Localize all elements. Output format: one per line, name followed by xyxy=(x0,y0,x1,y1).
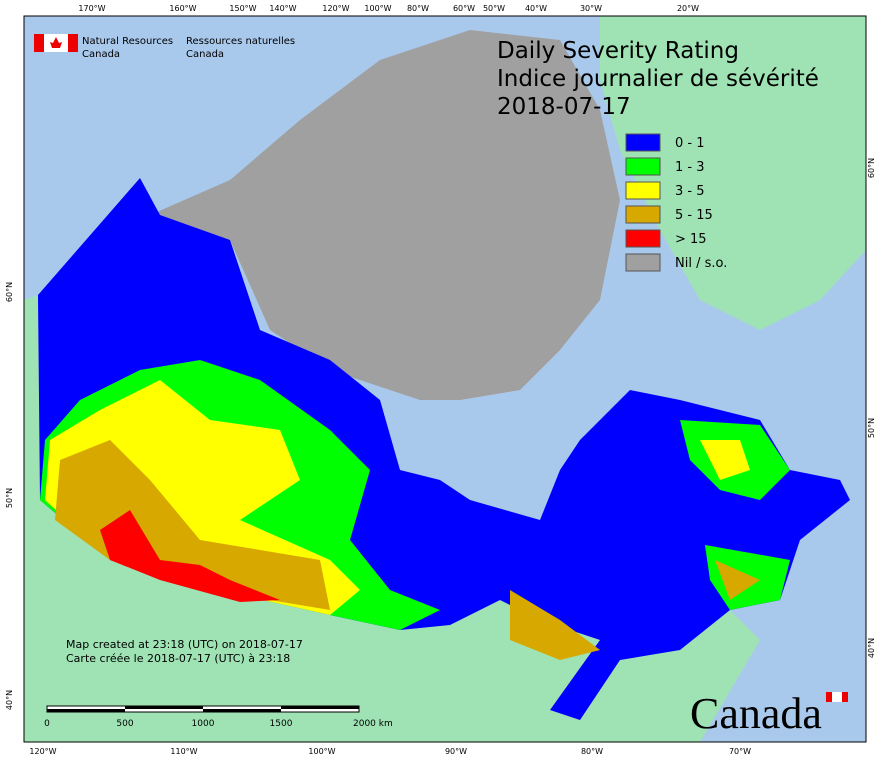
legend-label: 5 - 15 xyxy=(675,208,713,223)
graticule-label: 140°W xyxy=(269,4,296,13)
graticule-label: 50°N xyxy=(5,488,14,508)
map-note: Carte créée le 2018-07-17 (UTC) à 23:18 xyxy=(66,652,290,665)
graticule-label: 50°N xyxy=(867,418,876,438)
agency-name: Canada xyxy=(82,49,120,60)
graticule-label: 120°W xyxy=(322,4,349,13)
scale-bar xyxy=(46,705,360,713)
graticule-label: 110°W xyxy=(170,747,197,756)
scale-label: 1500 xyxy=(270,719,293,729)
greenland xyxy=(600,16,866,330)
legend-swatch xyxy=(625,133,661,152)
legend-swatch xyxy=(625,205,661,224)
graticule-label: 60°N xyxy=(5,282,14,302)
legend-swatch xyxy=(625,181,661,200)
legend-label: Nil / s.o. xyxy=(675,256,727,271)
wordmark-flag-part xyxy=(832,692,842,702)
graticule-label: 80°W xyxy=(407,4,429,13)
scale-label: 0 xyxy=(44,719,50,729)
arctic-nil xyxy=(150,30,620,400)
graticule-label: 60°W xyxy=(453,4,475,13)
map-title: Daily Severity Rating xyxy=(497,38,739,64)
graticule-label: 170°W xyxy=(78,4,105,13)
legend-label: 0 - 1 xyxy=(675,136,705,151)
graticule-label: 60°N xyxy=(867,158,876,178)
graticule-label: 120°W xyxy=(29,747,56,756)
agency-name: Natural Resources xyxy=(82,36,173,47)
graticule-label: 160°W xyxy=(169,4,196,13)
graticule-label: 100°W xyxy=(308,747,335,756)
graticule-label: 70°W xyxy=(729,747,751,756)
wordmark-flag-part xyxy=(842,692,848,702)
wordmark-flag-part xyxy=(826,692,832,702)
graticule-label: 80°W xyxy=(581,747,603,756)
graticule-label: 20°W xyxy=(677,4,699,13)
united-states xyxy=(24,500,760,742)
zone-5-15-maritimes xyxy=(715,560,760,600)
graticule-label: 50°W xyxy=(483,4,505,13)
graticule-label: 30°W xyxy=(580,4,602,13)
legend-swatch xyxy=(625,229,661,248)
map-title: 2018-07-17 xyxy=(497,94,631,120)
map-title: Indice journalier de sévérité xyxy=(497,66,819,92)
graticule-label: 40°W xyxy=(525,4,547,13)
legend-swatch xyxy=(625,253,661,272)
graticule-label: 40°N xyxy=(5,690,14,710)
legend-label: 3 - 5 xyxy=(675,184,705,199)
wordmark: Canada xyxy=(690,689,822,738)
graticule-label: 90°W xyxy=(445,747,467,756)
legend-swatch xyxy=(625,157,661,176)
map-note: Map created at 23:18 (UTC) on 2018-07-17 xyxy=(66,638,303,651)
graticule-label: 100°W xyxy=(364,4,391,13)
flag xyxy=(34,34,78,52)
scale-label: 2000 km xyxy=(353,719,393,729)
legend-label: > 15 xyxy=(675,232,707,247)
hudson-bay xyxy=(330,370,580,520)
legend-label: 1 - 3 xyxy=(675,160,705,175)
graticule-label: 40°N xyxy=(867,638,876,658)
zone-over-15 xyxy=(100,510,280,602)
agency-name: Canada xyxy=(186,49,224,60)
agency-name: Ressources naturelles xyxy=(186,36,295,47)
scale-label: 1000 xyxy=(192,719,215,729)
zone-5-15-ontario xyxy=(510,590,600,660)
graticule-label: 150°W xyxy=(229,4,256,13)
zone-5-15 xyxy=(55,440,330,610)
scale-label: 500 xyxy=(116,719,133,729)
frame xyxy=(23,15,867,743)
zone-3-5-east xyxy=(700,440,750,480)
alaska xyxy=(24,295,40,500)
